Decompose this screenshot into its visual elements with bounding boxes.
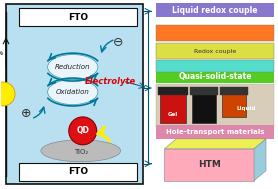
- Text: HTM: HTM: [198, 160, 221, 169]
- Bar: [157, 84, 274, 127]
- Text: Reduction: Reduction: [55, 64, 91, 70]
- Bar: [6, 4, 143, 184]
- Bar: [157, 43, 274, 59]
- Bar: [222, 93, 246, 117]
- Bar: [190, 87, 218, 95]
- Text: ⊕: ⊕: [21, 107, 31, 120]
- Bar: [220, 87, 248, 95]
- Bar: [158, 87, 188, 95]
- Bar: [19, 163, 136, 181]
- Text: Oxidation: Oxidation: [56, 89, 90, 95]
- Text: Redox couple: Redox couple: [194, 49, 236, 54]
- Bar: [192, 93, 216, 123]
- Circle shape: [69, 117, 97, 145]
- Text: Liquid redox couple: Liquid redox couple: [172, 6, 258, 15]
- Text: Gel: Gel: [168, 112, 178, 117]
- Text: QD: QD: [76, 126, 89, 135]
- Text: FTO: FTO: [68, 167, 88, 176]
- Bar: [164, 149, 254, 181]
- Text: Hole-transport materials: Hole-transport materials: [166, 129, 264, 135]
- Ellipse shape: [48, 79, 98, 105]
- Bar: [160, 93, 186, 123]
- Bar: [157, 3, 274, 17]
- Text: Quasi-solid-state: Quasi-solid-state: [178, 72, 252, 81]
- Bar: [19, 8, 136, 26]
- Bar: [157, 69, 274, 83]
- Polygon shape: [164, 139, 266, 149]
- Text: e: e: [0, 50, 4, 54]
- Ellipse shape: [48, 55, 98, 80]
- Ellipse shape: [41, 140, 121, 162]
- Text: Liquid: Liquid: [236, 106, 256, 112]
- Text: Electrolyte: Electrolyte: [85, 77, 136, 86]
- Bar: [157, 60, 274, 72]
- Bar: [157, 125, 274, 139]
- Text: TiO₂: TiO₂: [74, 149, 88, 155]
- Text: FTO: FTO: [68, 13, 88, 22]
- Circle shape: [0, 82, 15, 106]
- Text: ⊖: ⊖: [113, 36, 124, 49]
- Bar: [157, 25, 274, 41]
- Polygon shape: [98, 127, 110, 141]
- Polygon shape: [254, 139, 266, 181]
